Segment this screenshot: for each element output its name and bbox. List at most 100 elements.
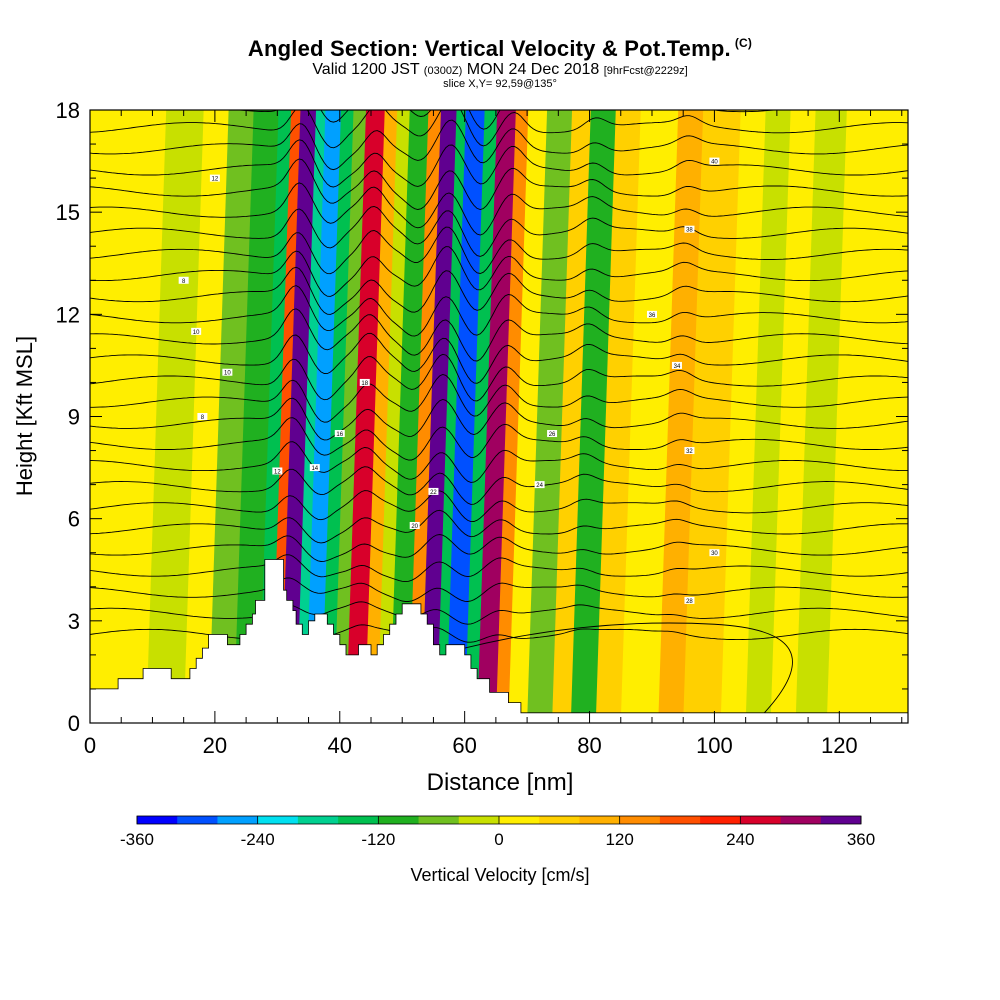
theta-contour: [90, 374, 908, 423]
contour-label: 10: [191, 327, 202, 336]
contour-label-bg: [197, 413, 208, 420]
valid-utc: (0300Z): [423, 65, 463, 77]
contour-label-text: 10: [193, 330, 200, 336]
contour-label-bg: [359, 378, 370, 386]
velocity-band: [436, 110, 467, 723]
velocity-band: [280, 110, 318, 723]
colorbar-swatch: [820, 816, 862, 824]
x-tick-label: 60: [452, 733, 476, 758]
theta-contour: [90, 206, 908, 257]
colorbar-swatch: [378, 816, 420, 824]
colorbar-swatch: [780, 816, 822, 824]
colorbar-label: Vertical Velocity [cm/s]: [410, 865, 589, 885]
contour-label-text: 24: [536, 483, 543, 489]
contour-label-text: 20: [411, 524, 418, 530]
theta-contour: [90, 158, 908, 210]
contour-label: 22: [428, 487, 439, 496]
velocity-band: [296, 110, 327, 723]
x-tick-label: 20: [203, 733, 227, 758]
contour-label-text: 8: [182, 279, 186, 285]
slice-info: slice X,Y= 92,59@135°: [443, 78, 557, 90]
velocity-band: [826, 110, 873, 723]
velocity-band: [321, 110, 355, 723]
contour-label-text: 18: [361, 381, 368, 387]
contour-label-bg: [209, 174, 220, 182]
theta-contour: [90, 466, 908, 505]
colorbar-swatch: [338, 816, 379, 824]
velocity-band: [346, 110, 386, 723]
contour-label: 30: [709, 549, 720, 557]
contour-label: 14: [309, 464, 320, 472]
contour-label: 8: [197, 413, 208, 421]
contour-label-text: 28: [686, 599, 693, 605]
contour-label: 36: [646, 310, 657, 319]
theta-contour: [90, 266, 908, 315]
velocity-band: [377, 110, 411, 723]
contour-label-bg: [409, 521, 420, 529]
contour-label-text: 10: [224, 371, 231, 377]
velocity-band: [233, 110, 280, 723]
contour-label: 10: [222, 368, 233, 377]
contour-label: 24: [534, 481, 545, 489]
contour-label-bg: [709, 549, 720, 557]
valid-time: Valid 1200 JST: [312, 61, 420, 78]
colorbar: -360 -240 -120 0 120 240 360: [120, 815, 875, 849]
chart-subtitle: Valid 1200 JST (0300Z) MON 24 Dec 2018 […: [0, 61, 1000, 79]
velocity-band: [795, 110, 848, 723]
theta-contour: [90, 182, 908, 236]
velocity-band: [620, 110, 680, 723]
colorbar-swatch: [137, 816, 178, 824]
contour-label-text: 34: [674, 364, 681, 370]
contour-label: 16: [334, 430, 345, 438]
velocity-band: [495, 110, 530, 723]
colorbar-swatch: [257, 816, 299, 824]
x-axis-label: Distance [nm]: [427, 769, 574, 796]
contour-label: 40: [709, 157, 720, 166]
theta-contour: [90, 490, 908, 523]
velocity-band: [570, 110, 617, 723]
forecast-info: [9hrFcst@2229z]: [603, 65, 688, 77]
velocity-band: [445, 110, 486, 723]
colorbar-tick-label: -360: [120, 830, 154, 849]
colorbar-tick-label: 0: [494, 830, 503, 849]
contour-label: 18: [359, 378, 370, 387]
theta-contour: [90, 441, 908, 483]
contour-label-text: 8: [201, 415, 205, 421]
chart-title-text: Angled Section: Vertical Velocity & Pot.…: [247, 36, 731, 61]
contour-label-bg: [684, 447, 695, 455]
colorbar-swatch: [499, 816, 540, 824]
colorbar-tick-label: 240: [726, 830, 754, 849]
contour-label: 34: [671, 361, 682, 370]
velocity-band: [720, 110, 767, 723]
contour-label: 20: [409, 521, 420, 530]
contour-label-bg: [547, 430, 558, 438]
x-tick-label: 0: [84, 733, 96, 758]
contour-label-bg: [309, 464, 320, 472]
theta-contour: [90, 139, 908, 188]
terrain: [90, 559, 908, 723]
colorbar-swatch: [418, 816, 460, 824]
colorbar-tick-label: 120: [605, 830, 633, 849]
x-tick-label: 40: [328, 733, 352, 758]
contour-label-bg: [178, 276, 189, 284]
contour-label-bg: [671, 361, 682, 369]
contour-label: 8: [178, 276, 189, 285]
velocity-band: [477, 110, 517, 723]
contour-label-bg: [191, 327, 202, 335]
colorbar-swatch: [619, 816, 661, 824]
contour-label-bg: [334, 430, 345, 438]
velocity-band: [464, 110, 499, 723]
theta-contour: [90, 332, 908, 384]
colorbar-swatch: [297, 816, 339, 824]
velocity-band: [770, 110, 817, 723]
theta-contour: [90, 285, 908, 337]
contour-label-bg: [646, 310, 657, 318]
colorbar-swatch: [217, 816, 259, 824]
contour-label: 28: [684, 596, 695, 605]
contour-label-text: 12: [212, 177, 219, 183]
theta-contour: [90, 246, 908, 297]
theta-contour: [90, 397, 908, 441]
velocity-band: [883, 110, 908, 723]
contour-label-text: 26: [549, 432, 556, 438]
